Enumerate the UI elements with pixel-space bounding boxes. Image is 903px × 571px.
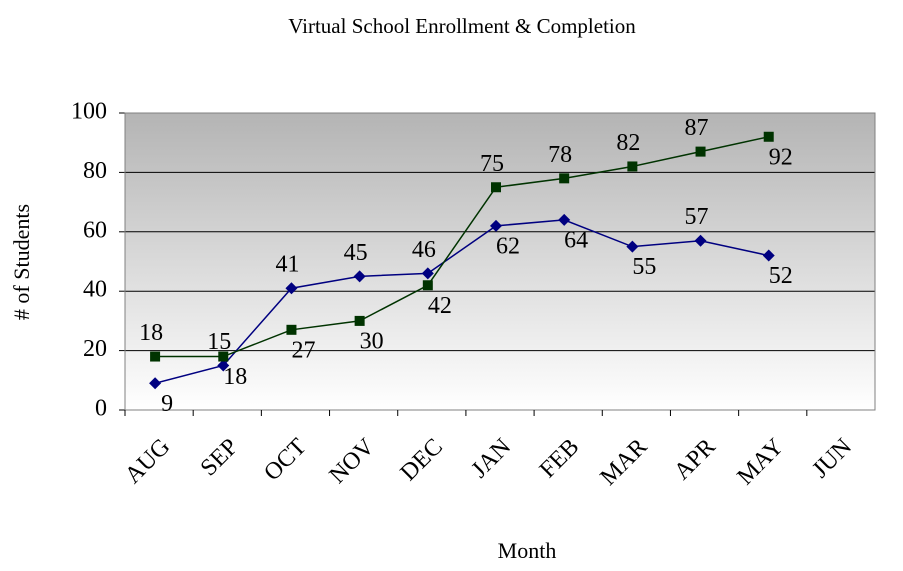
data-label: 46: [412, 237, 436, 263]
x-tick-label: SEP: [196, 434, 244, 482]
data-label: 82: [616, 130, 640, 156]
marker: [422, 280, 433, 291]
data-label: 27: [291, 337, 315, 363]
marker: [762, 249, 775, 262]
series-line: [155, 136, 769, 358]
marker: [694, 234, 707, 247]
data-label: 41: [275, 252, 299, 278]
marker: [695, 146, 706, 157]
x-tick-label: FEB: [535, 434, 585, 484]
x-tick-label: AUG: [120, 434, 175, 489]
marker: [150, 351, 161, 362]
data-label: 75: [480, 151, 504, 177]
marker: [627, 161, 638, 172]
chart-title: Virtual School Enrollment & Completion: [288, 14, 636, 38]
data-label: 55: [632, 254, 656, 280]
marker: [286, 324, 297, 335]
x-tick-label: NOV: [325, 433, 381, 489]
marker: [490, 219, 502, 232]
x-tick-label: JUN: [808, 434, 858, 484]
marker: [354, 315, 365, 326]
marker: [149, 377, 162, 390]
x-axis-title: Month: [498, 538, 557, 563]
x-tick-label: OCT: [259, 434, 312, 487]
marker: [558, 213, 571, 226]
x-tick-label: DEC: [396, 434, 448, 486]
data-label: 18: [139, 320, 163, 346]
data-label: 57: [685, 204, 709, 230]
x-tick-label: MAR: [595, 434, 652, 491]
marker: [218, 351, 229, 362]
marker: [559, 173, 570, 184]
marker: [285, 282, 298, 295]
data-label: 78: [548, 142, 572, 168]
data-label: 9: [161, 391, 173, 417]
data-label: 87: [685, 115, 709, 141]
marker: [353, 270, 366, 283]
plot-border: [124, 112, 876, 411]
y-tick-label: 60: [83, 217, 107, 243]
data-label: 92: [769, 144, 793, 170]
data-label: 62: [496, 233, 520, 259]
series-line: [154, 219, 769, 384]
y-axis-title: # of Students: [9, 204, 34, 320]
data-label: 15: [207, 329, 231, 355]
data-label: 45: [344, 240, 368, 266]
marker: [421, 267, 434, 280]
x-tick-label: MAY: [732, 434, 788, 490]
data-label: 52: [769, 263, 793, 289]
data-label: 30: [360, 328, 384, 354]
y-tick-label: 40: [83, 277, 107, 303]
x-tick-label: APR: [669, 434, 720, 485]
x-tick-label: JAN: [467, 434, 517, 484]
y-tick-label: 20: [83, 336, 107, 362]
y-tick-label: 100: [71, 99, 107, 125]
y-tick-label: 80: [83, 158, 107, 184]
marker: [626, 240, 639, 253]
marker: [491, 182, 501, 193]
plot-area: [125, 113, 875, 410]
marker: [217, 359, 230, 372]
marker: [763, 131, 774, 142]
data-label: 18: [223, 364, 247, 390]
data-label: 42: [428, 293, 452, 319]
data-label: 64: [564, 227, 588, 253]
y-tick-label: 0: [95, 396, 107, 422]
